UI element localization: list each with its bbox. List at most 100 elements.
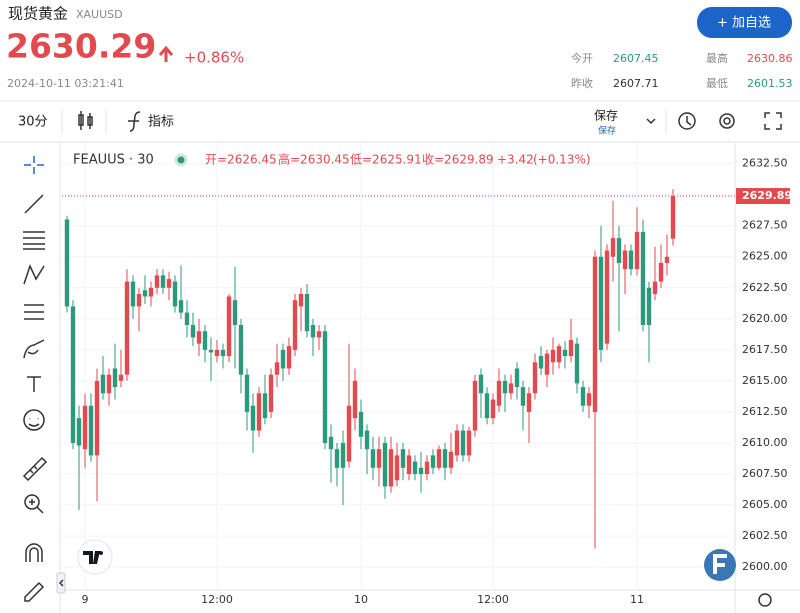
candle-body: [340, 442, 346, 468]
x-tick-label: 9: [82, 593, 89, 606]
y-tick-label: 2617.50: [742, 343, 788, 356]
candle-body: [250, 405, 256, 431]
y-tick-label: 2622.50: [742, 281, 788, 294]
alert-icon[interactable]: [678, 112, 696, 130]
x-tick-label: 10: [354, 593, 368, 606]
candle-body: [658, 262, 664, 282]
collapse-chevron: [58, 579, 64, 587]
candle-body: [454, 430, 460, 456]
candle-body: [292, 300, 298, 350]
candle-body: [652, 281, 658, 294]
candle-body: [112, 368, 118, 388]
candle-body: [466, 430, 472, 456]
candle-body: [532, 362, 538, 394]
lock-tool[interactable]: [24, 581, 45, 602]
save-button[interactable]: 保存: [594, 109, 618, 123]
y-tick-label: 2632.50: [742, 157, 788, 170]
candle-body: [142, 290, 148, 297]
y-tick-label: 2610.00: [742, 436, 788, 449]
candle-body: [274, 362, 280, 375]
legend-value: 低=2625.91: [350, 153, 422, 167]
candle-body: [136, 293, 142, 307]
candle-body: [460, 430, 466, 456]
candle-body: [118, 374, 124, 381]
text-tool[interactable]: [27, 376, 41, 392]
candle-body: [190, 325, 196, 338]
y-tick-label: 2612.50: [742, 405, 788, 418]
add-watchlist-button[interactable]: [697, 7, 792, 38]
candle-body: [100, 374, 106, 394]
plot: [62, 143, 735, 590]
magnet-tool[interactable]: [25, 543, 43, 562]
candle-body: [280, 349, 286, 369]
fullscreen-icon[interactable]: [764, 112, 782, 130]
stat-label: 今开: [571, 51, 593, 65]
y-tick-label: 2620.00: [742, 312, 788, 325]
candle-body: [256, 393, 262, 431]
pattern-tool[interactable]: [23, 263, 45, 285]
brand-logo-mark: [713, 554, 727, 574]
candle-body: [610, 238, 616, 257]
candle-body: [616, 238, 622, 263]
candle-body: [88, 405, 94, 456]
emoji-tool[interactable]: [23, 409, 45, 431]
candle-body: [478, 374, 484, 394]
x-tick-label: 12:00: [477, 593, 509, 606]
trendline-tool[interactable]: [24, 194, 44, 214]
add-watchlist-label[interactable]: + 加自选: [717, 16, 771, 31]
candle-body: [70, 306, 76, 443]
x-tick-label: 11: [630, 593, 644, 606]
candle-body: [544, 353, 550, 375]
candle-body: [82, 405, 88, 450]
ruler-tool[interactable]: [22, 456, 48, 482]
instrument-symbol: XAUUSD: [76, 8, 123, 21]
stat-label: 昨收: [571, 76, 593, 90]
candle-body: [508, 383, 514, 394]
candle-body: [670, 196, 676, 239]
legend-value: (+0.13%): [533, 153, 591, 167]
candle-body: [526, 393, 532, 412]
crosshair-tool[interactable]: [24, 156, 44, 174]
fx-icon[interactable]: [128, 111, 141, 132]
candle-body: [604, 250, 610, 344]
candle-body: [160, 275, 166, 288]
candle-body: [388, 449, 394, 487]
settings-icon[interactable]: [719, 113, 735, 129]
alert-icon-hand: [686, 116, 692, 126]
projection-tool[interactable]: [24, 304, 44, 320]
candle-body: [490, 399, 496, 419]
brush-tool[interactable]: [23, 339, 45, 359]
y-tick-label: 2605.00: [742, 498, 788, 511]
y-tick-label: 2600.00: [742, 560, 788, 573]
candle-body: [316, 331, 322, 338]
candle-body: [346, 405, 352, 462]
candle-body: [664, 256, 670, 263]
candle-body: [502, 380, 508, 394]
zoom-tool-part: [29, 499, 44, 514]
candle-body: [178, 300, 184, 313]
candle-body: [406, 455, 412, 475]
candle-body: [328, 436, 334, 450]
last-price-label: 2629.89: [742, 189, 792, 202]
interval-button[interactable]: 30分: [18, 115, 48, 130]
axis-settings[interactable]: [758, 593, 772, 607]
fib-tool[interactable]: [23, 231, 45, 250]
candle-body: [220, 349, 226, 357]
candle-body: [568, 339, 574, 357]
zoom-tool[interactable]: [24, 494, 40, 510]
candle-body: [208, 349, 214, 353]
indicators-button[interactable]: 指标: [148, 115, 174, 130]
stat-label: 最高: [706, 51, 728, 65]
candle-body: [94, 380, 100, 456]
chart-type-button[interactable]: [78, 111, 93, 130]
price: 2630.29: [6, 27, 156, 66]
legend-value: 开=2626.45: [205, 153, 277, 167]
candle-body: [232, 300, 238, 326]
candle-body: [394, 455, 400, 481]
candle-body: [562, 349, 568, 357]
stat-value: 2607.71: [613, 77, 659, 90]
status-dot: [174, 153, 188, 167]
candle-body: [622, 250, 628, 270]
save-menu-chevron[interactable]: [646, 118, 656, 125]
